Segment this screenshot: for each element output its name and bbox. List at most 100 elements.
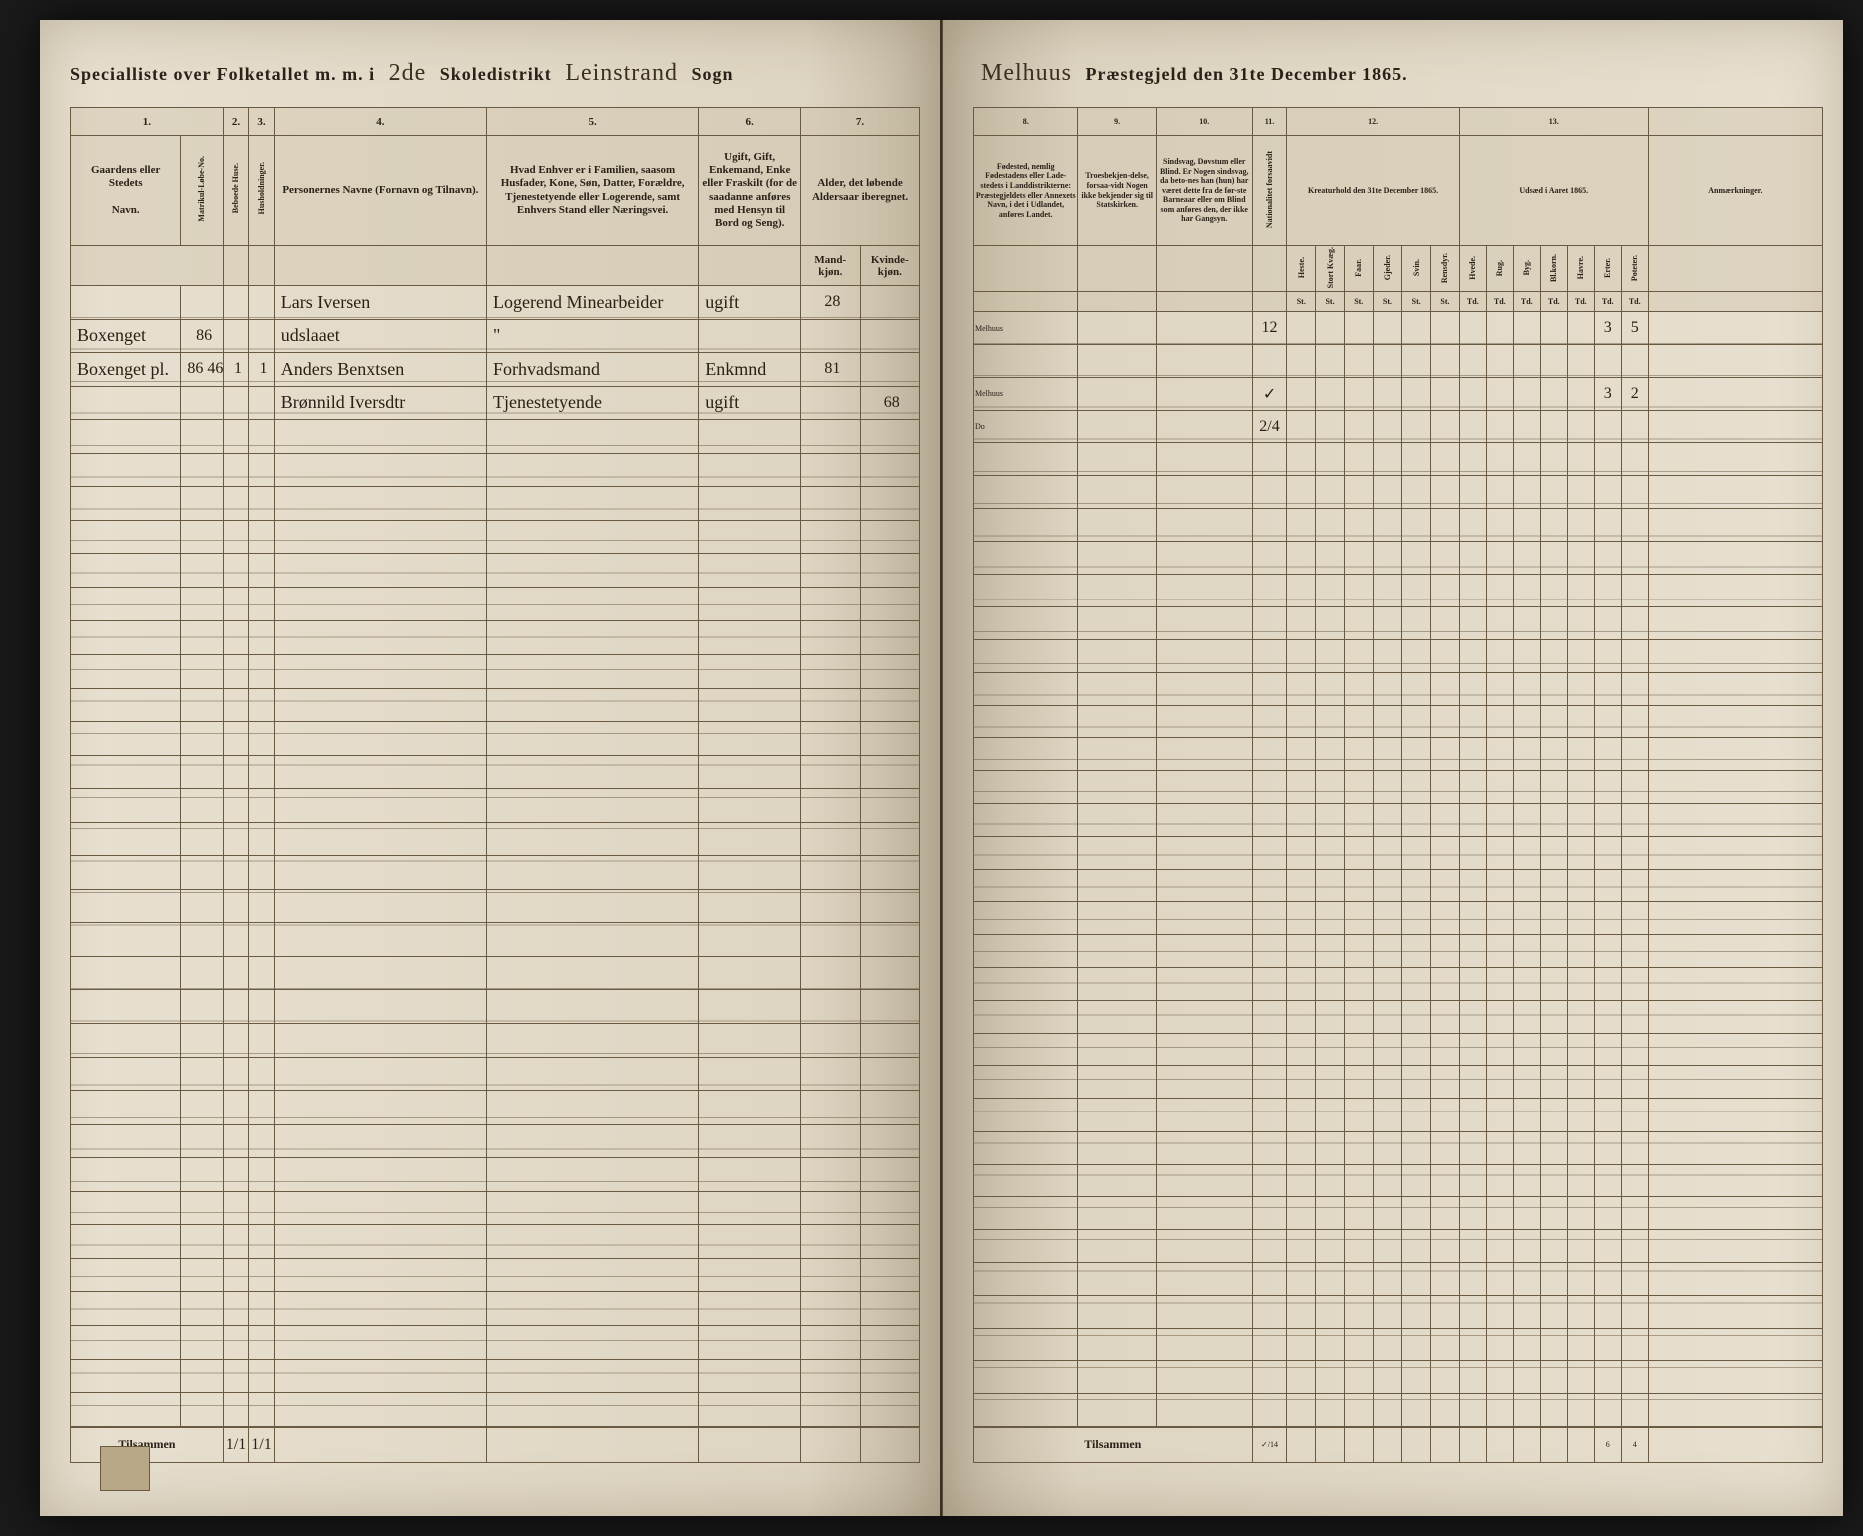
cell-c12-4 — [1402, 345, 1431, 378]
head-place: Gaardens eller Stedets Navn. — [71, 136, 181, 246]
sub-blank-3 — [249, 246, 274, 286]
cell-c13-3 — [1540, 345, 1567, 378]
cell-c12-0 — [1287, 377, 1316, 410]
table-row — [974, 1131, 1823, 1164]
table-row — [974, 672, 1823, 705]
cell-c13-5 — [1594, 410, 1621, 443]
sub12-1: Stort Kvæg. — [1316, 246, 1345, 292]
cell-houses: 1 — [223, 353, 248, 387]
cell-c13-6: 2 — [1621, 377, 1648, 410]
cell-remarks — [1648, 377, 1822, 410]
table-row — [71, 923, 920, 957]
cell-disability — [1156, 345, 1252, 378]
sub13-1: Rug. — [1486, 246, 1513, 292]
table-row — [71, 1225, 920, 1259]
table-row — [974, 1099, 1823, 1132]
head-households: Husholdninger. — [249, 136, 274, 246]
table-row — [974, 607, 1823, 640]
cell-age-f — [860, 319, 919, 353]
cell-position: Logerend Minearbeider — [486, 286, 698, 320]
cell-marital: Enkmnd — [699, 353, 801, 387]
cell-nat — [1252, 345, 1287, 378]
cell-c13-0 — [1459, 410, 1486, 443]
sub-blank-2 — [223, 246, 248, 286]
table-row — [71, 1091, 920, 1125]
table-row — [974, 345, 1823, 378]
table-row — [71, 1191, 920, 1225]
cell-c13-1 — [1486, 410, 1513, 443]
sub-female: Kvinde-kjøn. — [860, 246, 919, 286]
cell-c13-4 — [1567, 410, 1594, 443]
cell-c12-5 — [1431, 377, 1460, 410]
sub13-5: Erter. — [1594, 246, 1621, 292]
table-row — [974, 476, 1823, 509]
colnum-1: 1. — [71, 108, 224, 136]
cell-c13-4 — [1567, 345, 1594, 378]
cell-nat: ✓ — [1252, 377, 1287, 410]
table-row — [974, 1000, 1823, 1033]
table-row — [974, 1164, 1823, 1197]
cell-c12-3 — [1373, 345, 1402, 378]
unit-11: Td. — [1594, 292, 1621, 312]
sub-blank-1 — [71, 246, 224, 286]
cell-c13-5: 3 — [1594, 312, 1621, 345]
unit-0: St. — [1287, 292, 1316, 312]
cell-c12-1 — [1316, 345, 1345, 378]
sub12-0: Heste. — [1287, 246, 1316, 292]
table-row — [71, 755, 920, 789]
table-row — [71, 554, 920, 588]
cell-c13-1 — [1486, 312, 1513, 345]
cell-position: Tjenestetyende — [486, 386, 698, 420]
table-row — [974, 1033, 1823, 1066]
cell-birthplace — [974, 345, 1078, 378]
cell-birthplace: Melhuus — [974, 377, 1078, 410]
table-row — [71, 487, 920, 521]
left-page: Specialliste over Folketallet m. m. i 2d… — [40, 20, 942, 1516]
cell-c12-3 — [1373, 312, 1402, 345]
cell-remarks — [1648, 312, 1822, 345]
cell-hh: 1 — [249, 353, 274, 387]
table-row — [71, 722, 920, 756]
table-row — [974, 509, 1823, 542]
cell-place: Boxenget pl. — [71, 353, 181, 387]
cell-c13-3 — [1540, 410, 1567, 443]
table-row — [71, 1057, 920, 1091]
table-row — [974, 640, 1823, 673]
table-row — [974, 935, 1823, 968]
cell-c13-4 — [1567, 377, 1594, 410]
cell-age-f: 68 — [860, 386, 919, 420]
cell-c13-4 — [1567, 312, 1594, 345]
table-row: Melhuus ✓ 32 — [974, 377, 1823, 410]
table-row — [974, 574, 1823, 607]
table-row — [974, 443, 1823, 476]
sub13-4: Havre. — [1567, 246, 1594, 292]
cell-age-m — [801, 386, 860, 420]
sub13-2: Byg. — [1513, 246, 1540, 292]
cell-matr — [181, 386, 223, 420]
sum-c13-7: 4 — [1621, 1427, 1648, 1463]
cell-c12-1 — [1316, 312, 1345, 345]
cell-c12-1 — [1316, 410, 1345, 443]
cell-c12-1 — [1316, 377, 1345, 410]
cell-c13-0 — [1459, 377, 1486, 410]
head-marital: Ugift, Gift, Enkemand, Enke eller Fraski… — [699, 136, 801, 246]
sub12-2: Faar. — [1344, 246, 1373, 292]
head-place-a: Gaardens eller Stedets — [73, 164, 178, 190]
cell-c12-4 — [1402, 377, 1431, 410]
cell-c13-1 — [1486, 345, 1513, 378]
sum-c11: ✓/14 — [1252, 1427, 1287, 1463]
table-row — [71, 655, 920, 689]
cell-marital — [699, 319, 801, 353]
head-birthplace: Fødested, nemlig Fødestadens eller Lade-… — [974, 136, 1078, 246]
table-row — [71, 1124, 920, 1158]
cell-c13-1 — [1486, 377, 1513, 410]
head-position: Hvad Enhver er i Familien, saasom Husfad… — [486, 136, 698, 246]
cell-place — [71, 286, 181, 320]
head-names: Personernes Navne (Fornavn og Tilnavn). — [274, 136, 486, 246]
table-row — [71, 1292, 920, 1326]
sub13-3: Bl.korn. — [1540, 246, 1567, 292]
cell-birthplace: Do — [974, 410, 1078, 443]
cell-nat: 2/4 — [1252, 410, 1287, 443]
cell-position: Forhvadsmand — [486, 353, 698, 387]
cell-c13-5: 3 — [1594, 377, 1621, 410]
